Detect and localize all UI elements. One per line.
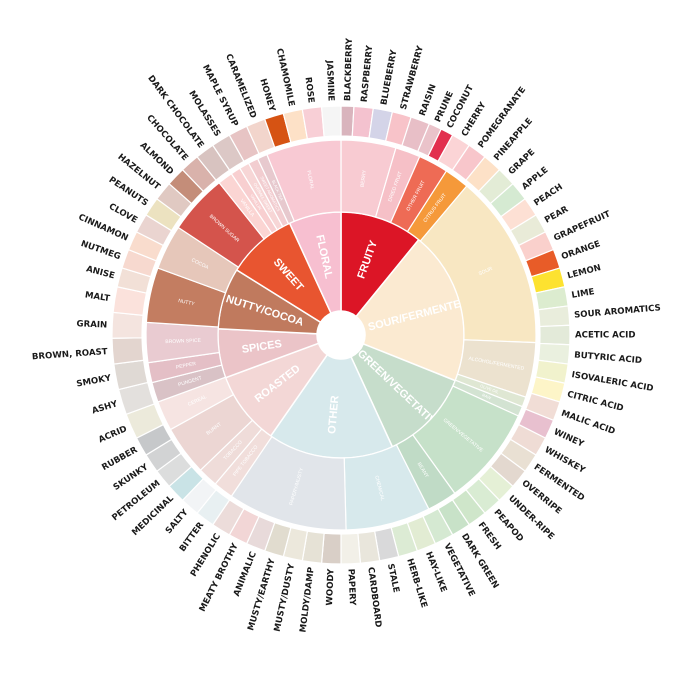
outer-label-lemon: LEMON xyxy=(566,263,602,281)
middle-label-sour: SOUR xyxy=(478,266,494,277)
outer-label-clove: CLOVE xyxy=(107,202,139,226)
outer-label-herb-like: HERB-LIKE xyxy=(404,557,429,609)
outer-segment-acetic-acid xyxy=(539,324,571,346)
middle-label-raw: RAW xyxy=(481,392,492,400)
outer-label-blueberry: BLUEBERRY xyxy=(379,48,399,106)
outer-segment-sour-aromatics xyxy=(537,305,571,328)
outer-label-grape: GRAPE xyxy=(507,147,537,177)
center-hole xyxy=(317,311,365,359)
outer-label-raisin: RAISIN xyxy=(418,83,439,117)
outer-label-winey: WINEY xyxy=(552,427,586,450)
outer-label-jasmine: JASMINE xyxy=(324,59,336,101)
outer-label-papery: PAPERY xyxy=(345,569,357,607)
outer-label-orange: ORANGE xyxy=(560,239,602,262)
outer-segment-brown-roast xyxy=(111,337,145,365)
outer-label-isovaleric-acid: ISOVALERIC ACID xyxy=(571,370,654,394)
outer-segment-grain xyxy=(111,311,144,339)
outer-segment-jasmine xyxy=(320,105,342,138)
outer-label-raspberry: RASPBERRY xyxy=(360,44,376,103)
outer-label-musty-dusty: MUSTY/DUSTY xyxy=(273,562,298,633)
outer-segment-papery xyxy=(340,532,362,565)
inner-ring: FRUITYSOUR/FERMENTEDGREEN/VEGETATIVEOTHE… xyxy=(217,211,470,459)
outer-label-citric-acid: CITRIC ACID xyxy=(566,390,624,414)
outer-label-chamomile: CHAMOMILE xyxy=(274,48,296,108)
outer-label-ashy: ASHY xyxy=(91,399,120,416)
outer-label-rose: ROSE xyxy=(303,77,316,104)
outer-label-lime: LIME xyxy=(571,287,596,301)
outer-label-pear: PEAR xyxy=(543,204,570,225)
outer-label-nutmeg: NUTMEG xyxy=(79,239,121,262)
outer-label-brown-roast: BROWN, ROAST xyxy=(32,347,108,362)
outer-label-cardboard: CARDBOARD xyxy=(365,567,383,629)
outer-label-acetic-acid: ACETIC ACID xyxy=(575,331,635,341)
outer-label-acrid: ACRID xyxy=(97,424,128,445)
outer-label-moldy-damp: MOLDY/DAMP xyxy=(298,567,316,634)
outer-ring xyxy=(111,105,571,565)
outer-label-smoky: SMOKY xyxy=(76,373,113,389)
outer-label-malt: MALT xyxy=(84,290,111,304)
outer-label-sour-aromatics: SOUR AROMATICS xyxy=(574,303,661,320)
outer-label-woody: WOODY xyxy=(325,568,337,606)
outer-label-apple: APPLE xyxy=(520,165,550,192)
outer-label-butyric-acid: BUTYRIC ACID xyxy=(574,350,643,366)
outer-label-fresh: FRESH xyxy=(476,520,503,551)
middle-segment-floral xyxy=(266,139,342,222)
middle-label-olive-oil: OLIVE OIL xyxy=(480,383,501,395)
outer-label-bitter: BITTER xyxy=(178,520,207,554)
outer-label-salty: SALTY xyxy=(164,507,191,536)
middle-label-pepper: PEPPER xyxy=(176,361,197,371)
middle-label-berry: BERRY xyxy=(360,169,368,187)
outer-label-animalic: ANIMALIC xyxy=(232,550,259,598)
outer-label-peach: PEACH xyxy=(532,182,564,208)
outer-label-stale: STALE xyxy=(385,563,401,594)
middle-label-floral: FLORAL xyxy=(305,170,315,190)
outer-label-grain: GRAIN xyxy=(76,319,107,330)
outer-label-anise: ANISE xyxy=(85,264,116,281)
inner-label-other: OTHER xyxy=(326,395,341,434)
outer-label-honey: HONEY xyxy=(257,78,277,114)
middle-label-nutty: NUTTY xyxy=(178,298,196,307)
outer-label-hay-like: HAY-LIKE xyxy=(423,550,448,594)
middle-label-brown-spice: BROWN SPICE xyxy=(165,338,201,345)
outer-segment-woody xyxy=(320,532,342,565)
outer-label-pomegranate: POMEGRANATE xyxy=(477,85,529,150)
outer-label-blackberry: BLACKBERRY xyxy=(343,37,355,101)
